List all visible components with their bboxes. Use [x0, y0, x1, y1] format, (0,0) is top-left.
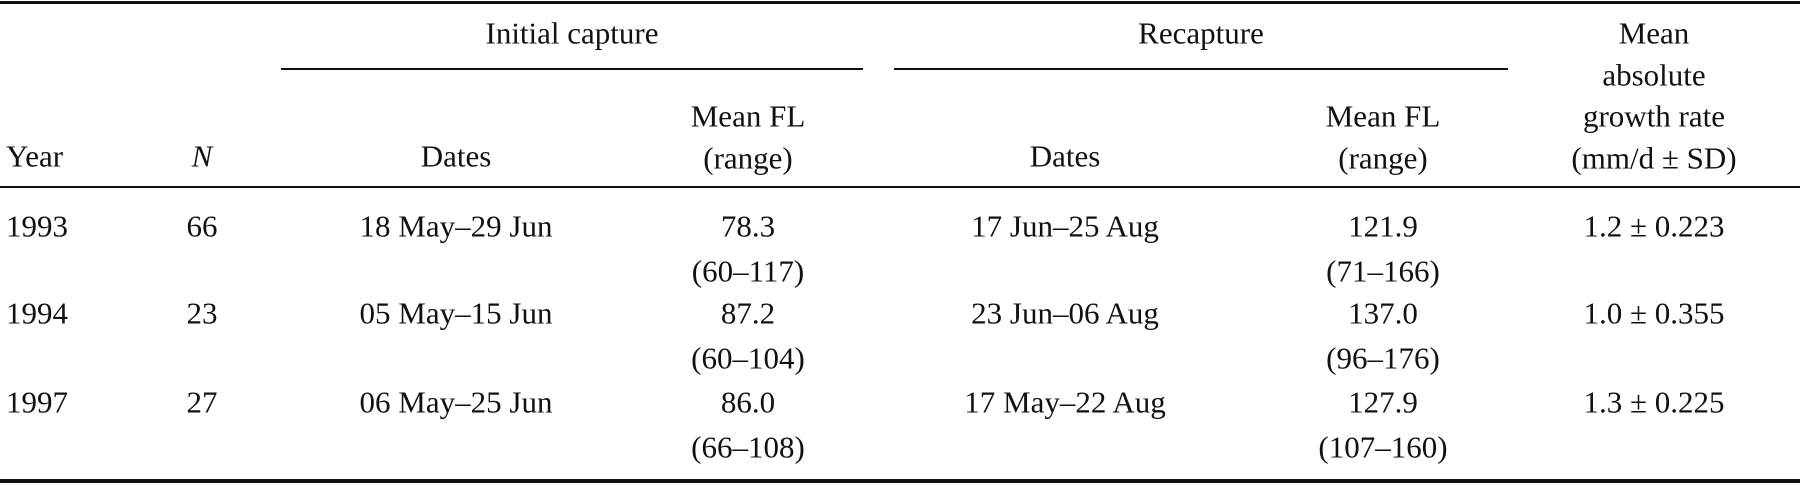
cell-range: (71–166) [1326, 253, 1440, 289]
header-mean-fl: (range) [703, 140, 793, 176]
cell-dates: 05 May–15 Jun [359, 295, 553, 331]
cell-range: (107–160) [1318, 429, 1448, 465]
cell-range: (60–117) [691, 253, 805, 289]
cell-mean: 127.9 [1348, 384, 1418, 420]
header-growth: growth rate [1582, 98, 1726, 134]
header-year: Year [6, 138, 64, 174]
header-mean-fl: Mean FL [690, 98, 806, 134]
header-growth: absolute [1602, 57, 1706, 93]
cell-mean: 137.0 [1348, 295, 1418, 331]
cell-mean: 121.9 [1348, 208, 1418, 244]
cell-n: 23 [186, 295, 218, 331]
header-growth: (mm/d ± SD) [1571, 140, 1737, 176]
group-label: Initial capture [485, 15, 659, 51]
header-rule [0, 186, 1800, 188]
cell-range: (96–176) [1326, 340, 1440, 376]
cell-dates: 06 May–25 Jun [359, 384, 553, 420]
group-label: Recapture [1138, 15, 1264, 51]
cell-dates: 18 May–29 Jun [359, 208, 553, 244]
cell-mean: 87.2 [720, 295, 776, 331]
header-growth: Mean [1618, 15, 1690, 51]
cell-growth: 1.3 ± 0.225 [1583, 384, 1725, 420]
bottom-rule [0, 479, 1800, 483]
cell-growth: 1.2 ± 0.223 [1583, 208, 1725, 244]
cell-dates: 17 Jun–25 Aug [971, 208, 1159, 244]
top-rule [0, 1, 1800, 4]
group-rule [281, 68, 863, 70]
cell-mean: 86.0 [720, 384, 776, 420]
header-dates: Dates [1029, 138, 1101, 174]
header-mean-fl: (range) [1338, 140, 1428, 176]
header-mean-fl: Mean FL [1325, 98, 1441, 134]
cell-dates: 17 May–22 Aug [964, 384, 1166, 420]
cell-year: 1993 [6, 208, 68, 244]
cell-year: 1997 [6, 384, 68, 420]
header-dates: Dates [420, 138, 492, 174]
cell-n: 66 [186, 208, 218, 244]
cell-range: (60–104) [691, 340, 805, 376]
cell-range: (66–108) [691, 429, 805, 465]
group-rule [894, 68, 1508, 70]
cell-mean: 78.3 [720, 208, 776, 244]
header-n: N [191, 138, 213, 174]
cell-dates: 23 Jun–06 Aug [971, 295, 1159, 331]
cell-n: 27 [186, 384, 218, 420]
cell-year: 1994 [6, 295, 68, 331]
cell-growth: 1.0 ± 0.355 [1583, 295, 1725, 331]
